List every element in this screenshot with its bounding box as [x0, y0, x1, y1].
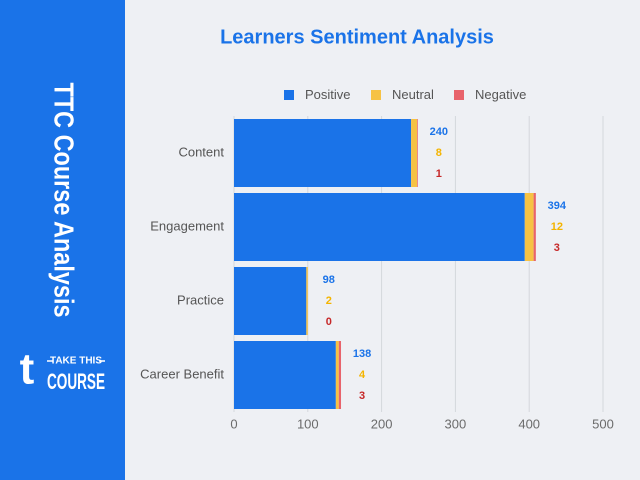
bar-segment [306, 267, 308, 335]
bar-segment [234, 119, 412, 187]
x-tick-label: 0 [230, 416, 237, 431]
value-label: 394 [548, 200, 567, 212]
legend-swatch [284, 90, 294, 100]
y-tick-label: Content [178, 144, 224, 159]
legend-swatch [371, 90, 381, 100]
legend-label: Positive [305, 87, 351, 102]
value-label: 3 [359, 390, 365, 402]
chart-title: Learners Sentiment Analysis [220, 26, 494, 48]
bar-segment [335, 341, 339, 409]
chart: 0 100 200 300 400 500 Positive Neutral Negative C… [140, 87, 614, 432]
x-tick-label: 200 [371, 416, 393, 431]
value-label: 240 [430, 126, 448, 138]
x-tick-label: 300 [445, 416, 467, 431]
value-label: 138 [353, 348, 371, 360]
logo-mark: t [20, 345, 35, 394]
side-panel [0, 0, 125, 480]
legend-swatch [454, 90, 464, 100]
value-label: 12 [551, 221, 563, 233]
logo-bottom: COURSE [47, 369, 105, 394]
x-tick-label: 500 [592, 416, 614, 431]
value-label: 1 [436, 168, 442, 180]
bar-segment [411, 119, 418, 187]
y-tick-label: Career Benefit [140, 366, 224, 381]
bar-segment [234, 267, 307, 335]
value-label: 4 [359, 369, 366, 381]
value-label: 3 [554, 242, 560, 254]
legend-label: Neutral [392, 87, 434, 102]
y-tick-label: Engagement [150, 218, 224, 233]
value-label: 0 [326, 316, 332, 328]
bar-segment [338, 341, 342, 409]
bar-segment [533, 193, 536, 261]
legend-label: Negative [475, 87, 526, 102]
value-label: 8 [436, 147, 442, 159]
bar-segment [417, 119, 418, 187]
bar-segment [234, 341, 336, 409]
side-title: TTC Course Analysis [49, 83, 80, 318]
x-tick-label: 400 [518, 416, 540, 431]
value-label: 98 [323, 274, 335, 286]
bar-segment [524, 193, 534, 261]
x-tick-label: 100 [297, 416, 319, 431]
value-label: 2 [326, 295, 332, 307]
y-tick-label: Practice [177, 292, 224, 307]
bar-segment [234, 193, 525, 261]
logo-top: TAKE THIS [50, 356, 102, 367]
